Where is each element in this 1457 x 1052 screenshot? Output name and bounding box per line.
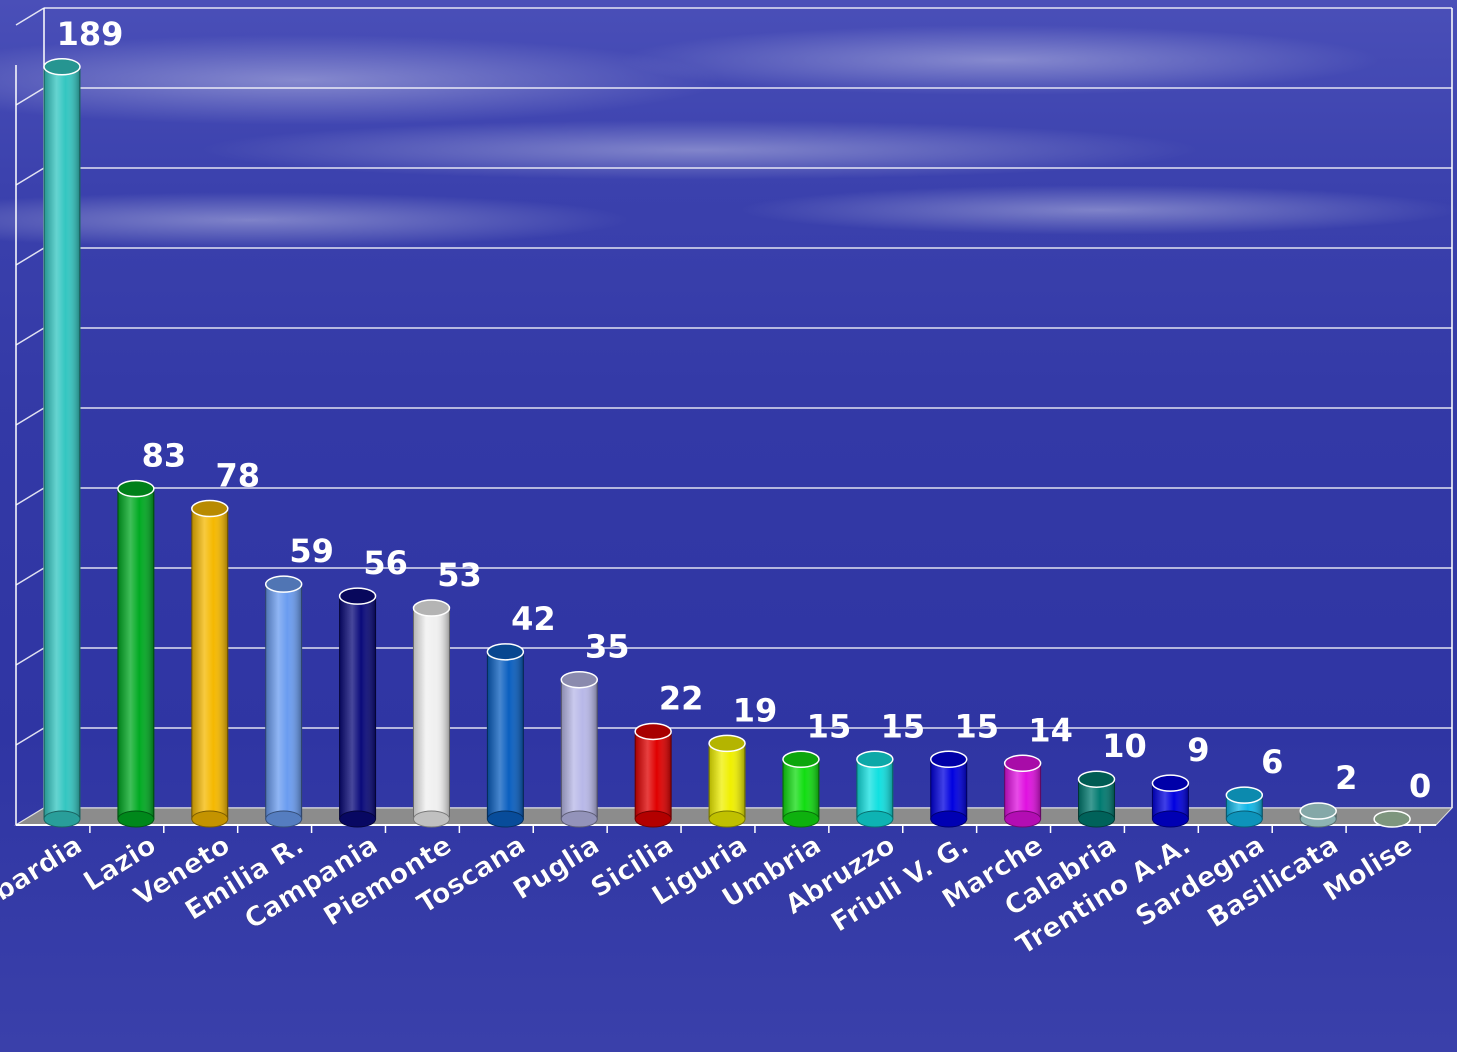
bar-shading xyxy=(930,759,967,819)
data-label: 15 xyxy=(807,707,852,745)
x-tick-label: Puglia xyxy=(508,830,605,907)
data-label: 56 xyxy=(363,544,408,582)
bar-base xyxy=(412,810,450,828)
x-tick-label: Lombardia xyxy=(0,830,88,942)
bar-top xyxy=(1373,810,1411,828)
bar-shading xyxy=(191,508,228,819)
data-label: 10 xyxy=(1102,727,1147,765)
data-label: 9 xyxy=(1187,731,1209,769)
bar-shading xyxy=(709,743,746,819)
bar-top xyxy=(412,599,451,617)
bar-shading xyxy=(635,731,672,819)
bar-base xyxy=(782,810,820,828)
bar-base xyxy=(486,810,524,828)
bar-base xyxy=(117,810,155,828)
bar-base xyxy=(191,810,229,828)
bar-shading xyxy=(413,608,450,819)
gridline-side xyxy=(15,487,45,506)
bar-top xyxy=(856,750,894,769)
bar-base xyxy=(930,810,968,828)
data-label: 42 xyxy=(511,600,556,638)
bar-base xyxy=(856,810,894,828)
gridline-side xyxy=(15,407,45,426)
data-label: 14 xyxy=(1028,711,1073,749)
bar-shading xyxy=(1004,763,1041,819)
bar-top xyxy=(929,750,968,769)
bar-shading xyxy=(487,651,524,819)
data-label: 189 xyxy=(57,15,124,53)
gridline-side xyxy=(15,647,45,666)
bar-top xyxy=(1225,786,1264,804)
bar-base xyxy=(1151,810,1189,828)
data-label: 19 xyxy=(733,691,778,729)
bar-top xyxy=(486,643,525,661)
bar-top xyxy=(43,58,81,76)
bar-shading xyxy=(117,488,154,819)
gridline-side xyxy=(15,7,45,26)
data-label: 15 xyxy=(881,707,926,745)
bar-top xyxy=(338,587,377,605)
bar-top xyxy=(782,750,820,769)
data-label: 0 xyxy=(1409,767,1431,805)
data-label: 22 xyxy=(659,679,704,717)
bar-base xyxy=(560,810,598,828)
bar-base xyxy=(43,810,81,828)
data-label: 78 xyxy=(216,457,261,495)
data-label: 2 xyxy=(1335,759,1357,797)
gridline-side xyxy=(15,87,45,106)
data-label: 53 xyxy=(437,556,482,594)
bar-top xyxy=(191,499,229,518)
data-label: 35 xyxy=(585,628,630,666)
gridline-side xyxy=(15,247,45,266)
bar-top xyxy=(1077,770,1116,788)
bar-top xyxy=(708,734,746,753)
gridline-side xyxy=(15,327,45,346)
bar-base xyxy=(265,810,303,828)
bar-shading xyxy=(561,679,598,819)
data-label: 83 xyxy=(142,437,187,475)
bar-base xyxy=(1225,810,1263,828)
bar-base xyxy=(339,810,377,828)
bar-base xyxy=(1004,810,1042,828)
bar-top xyxy=(634,722,672,741)
data-label: 15 xyxy=(954,707,999,745)
bar-shading xyxy=(856,759,893,819)
gridline-side xyxy=(15,167,45,186)
bar-top xyxy=(264,575,303,593)
bar-shading xyxy=(44,66,80,819)
bar-shading xyxy=(782,759,819,819)
gridline-side xyxy=(15,567,45,586)
gridline-side xyxy=(15,727,45,746)
bar-shading xyxy=(265,584,302,819)
bar-top xyxy=(1151,774,1190,792)
sky-clouds xyxy=(0,25,1457,248)
bar-base xyxy=(708,810,746,828)
bar-top xyxy=(560,670,599,689)
bar-shading xyxy=(339,596,376,819)
bar-base xyxy=(634,810,672,828)
bar-top xyxy=(1003,754,1042,773)
bar-top xyxy=(117,479,155,498)
data-label: 6 xyxy=(1261,743,1283,781)
data-label: 59 xyxy=(289,532,334,570)
bar-top xyxy=(1299,802,1337,820)
bar-base xyxy=(1078,810,1116,828)
